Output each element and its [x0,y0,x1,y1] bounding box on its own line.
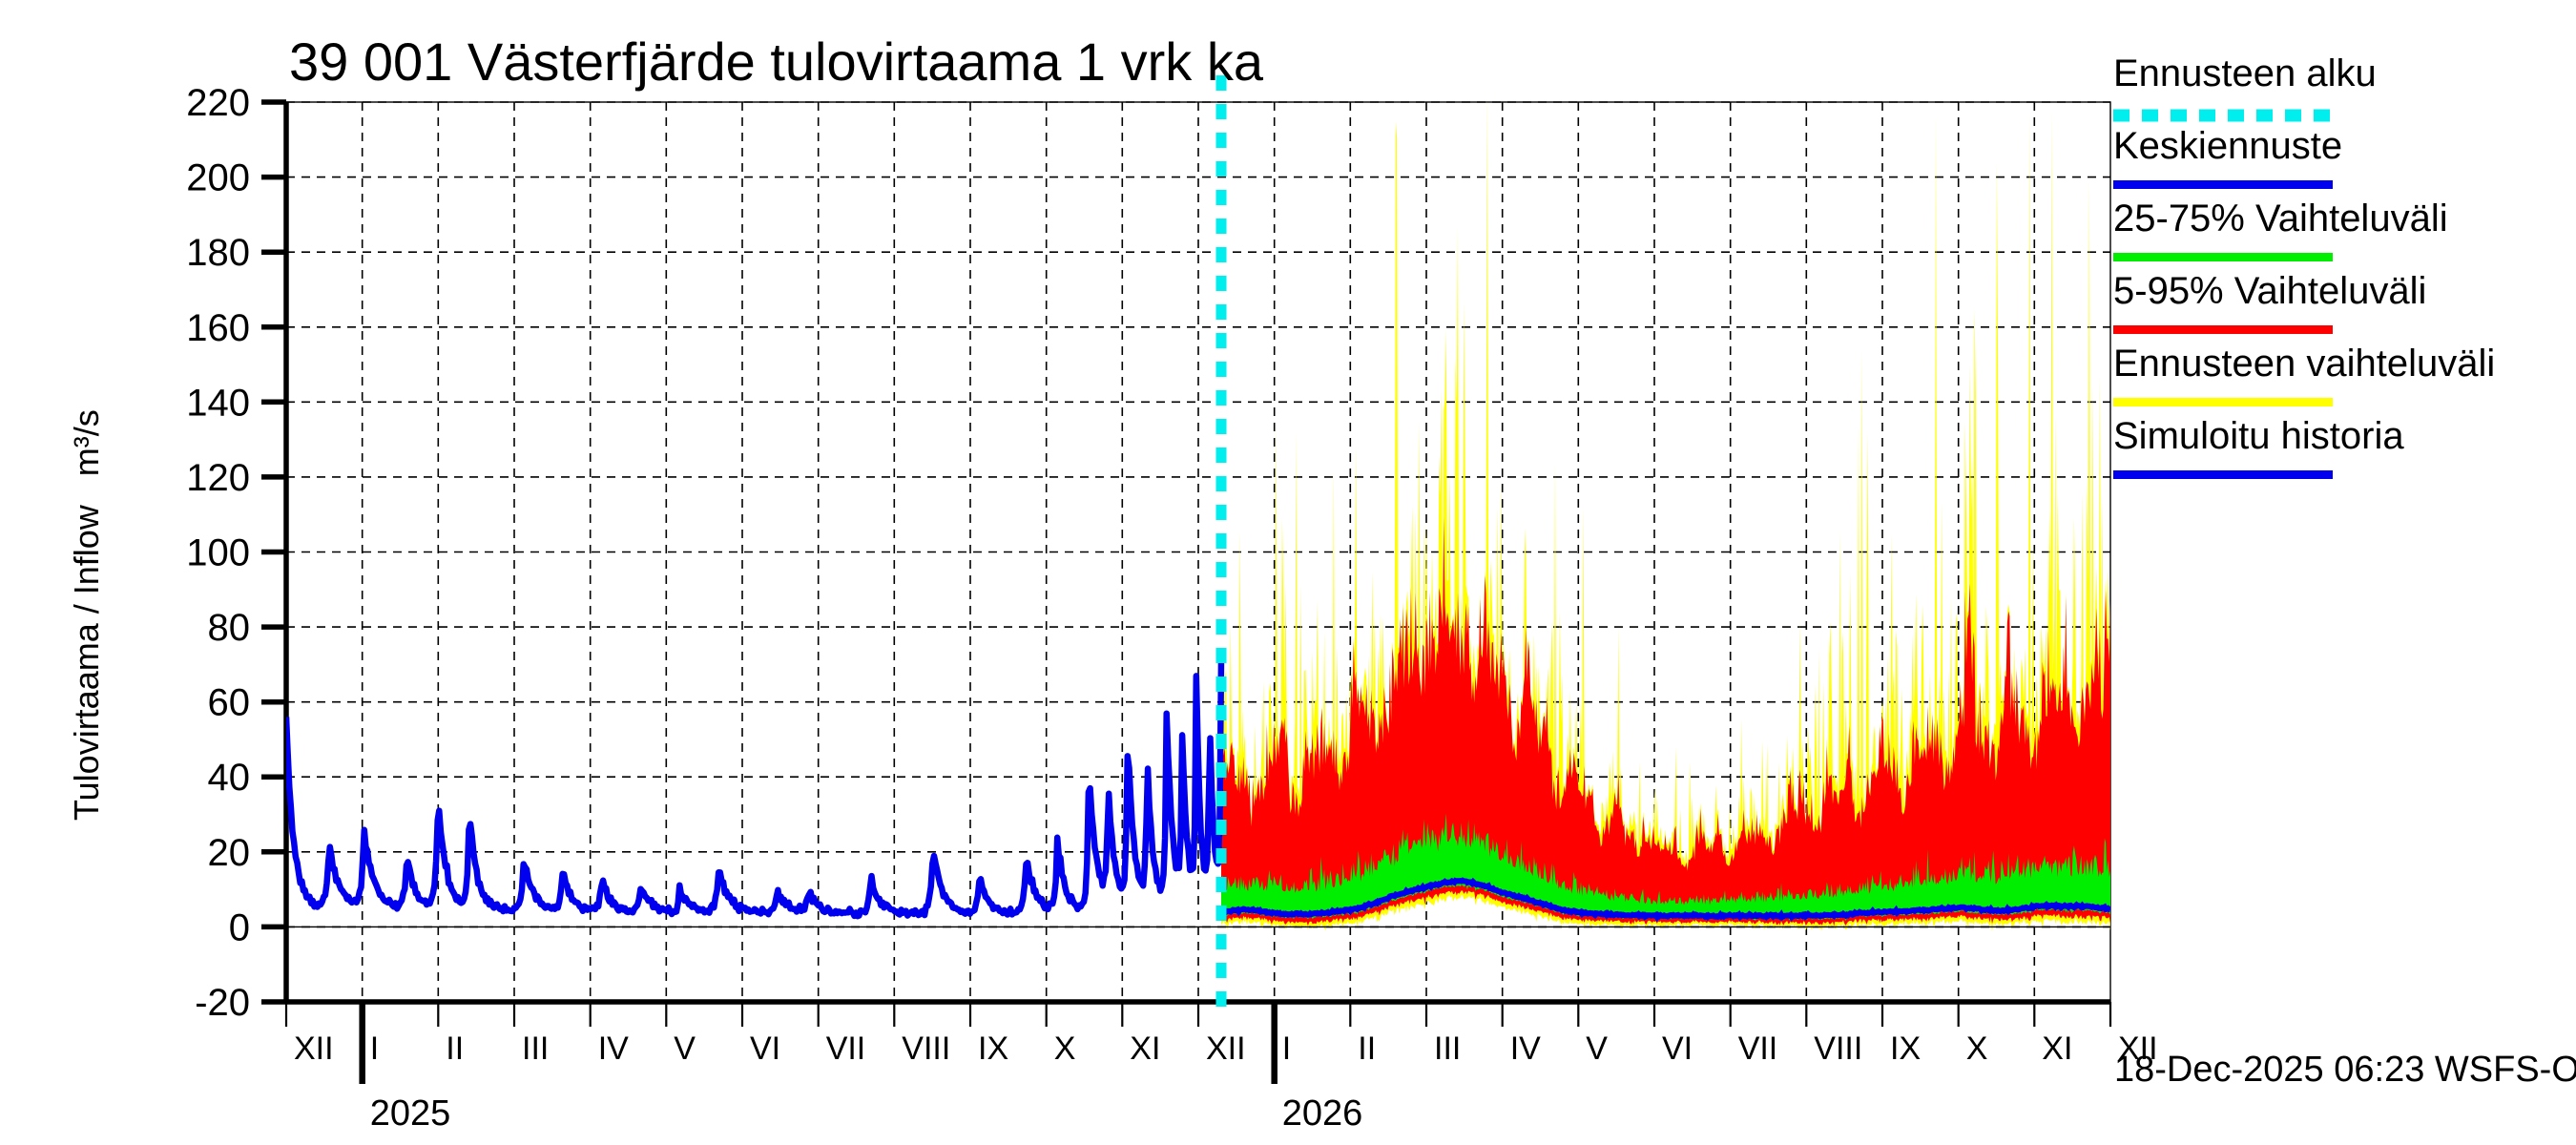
svg-text:X: X [1054,1030,1076,1067]
svg-text:40: 40 [208,757,251,799]
svg-text:IV: IV [1510,1030,1541,1067]
svg-text:IX: IX [1890,1030,1921,1067]
svg-text:VIII: VIII [1814,1030,1862,1067]
svg-text:V: V [674,1030,696,1067]
svg-text:0: 0 [229,906,250,948]
svg-text:220: 220 [186,82,250,124]
svg-text:VI: VI [1662,1030,1693,1067]
svg-text:II: II [1358,1030,1376,1067]
svg-text:180: 180 [186,232,250,274]
svg-text:200: 200 [186,157,250,199]
svg-text:II: II [446,1030,464,1067]
svg-text:IX: IX [978,1030,1008,1067]
svg-text:I: I [370,1030,379,1067]
svg-text:III: III [1434,1030,1461,1067]
svg-text:120: 120 [186,457,250,499]
svg-text:2026: 2026 [1282,1093,1363,1134]
svg-text:VIII: VIII [902,1030,950,1067]
svg-text:-20: -20 [195,982,250,1024]
svg-text:XI: XI [1130,1030,1160,1067]
svg-text:20: 20 [208,832,251,874]
svg-text:60: 60 [208,682,251,724]
svg-text:XII: XII [294,1030,334,1067]
svg-text:140: 140 [186,382,250,424]
svg-text:2025: 2025 [370,1093,451,1134]
svg-text:160: 160 [186,307,250,349]
svg-text:III: III [522,1030,549,1067]
svg-text:XII: XII [1206,1030,1246,1067]
svg-text:80: 80 [208,607,251,649]
svg-text:X: X [1966,1030,1988,1067]
svg-text:VI: VI [750,1030,780,1067]
svg-text:I: I [1282,1030,1291,1067]
svg-text:V: V [1586,1030,1608,1067]
svg-text:VII: VII [826,1030,866,1067]
svg-text:IV: IV [598,1030,629,1067]
svg-text:VII: VII [1738,1030,1778,1067]
svg-text:XI: XI [2042,1030,2072,1067]
svg-text:100: 100 [186,532,250,574]
